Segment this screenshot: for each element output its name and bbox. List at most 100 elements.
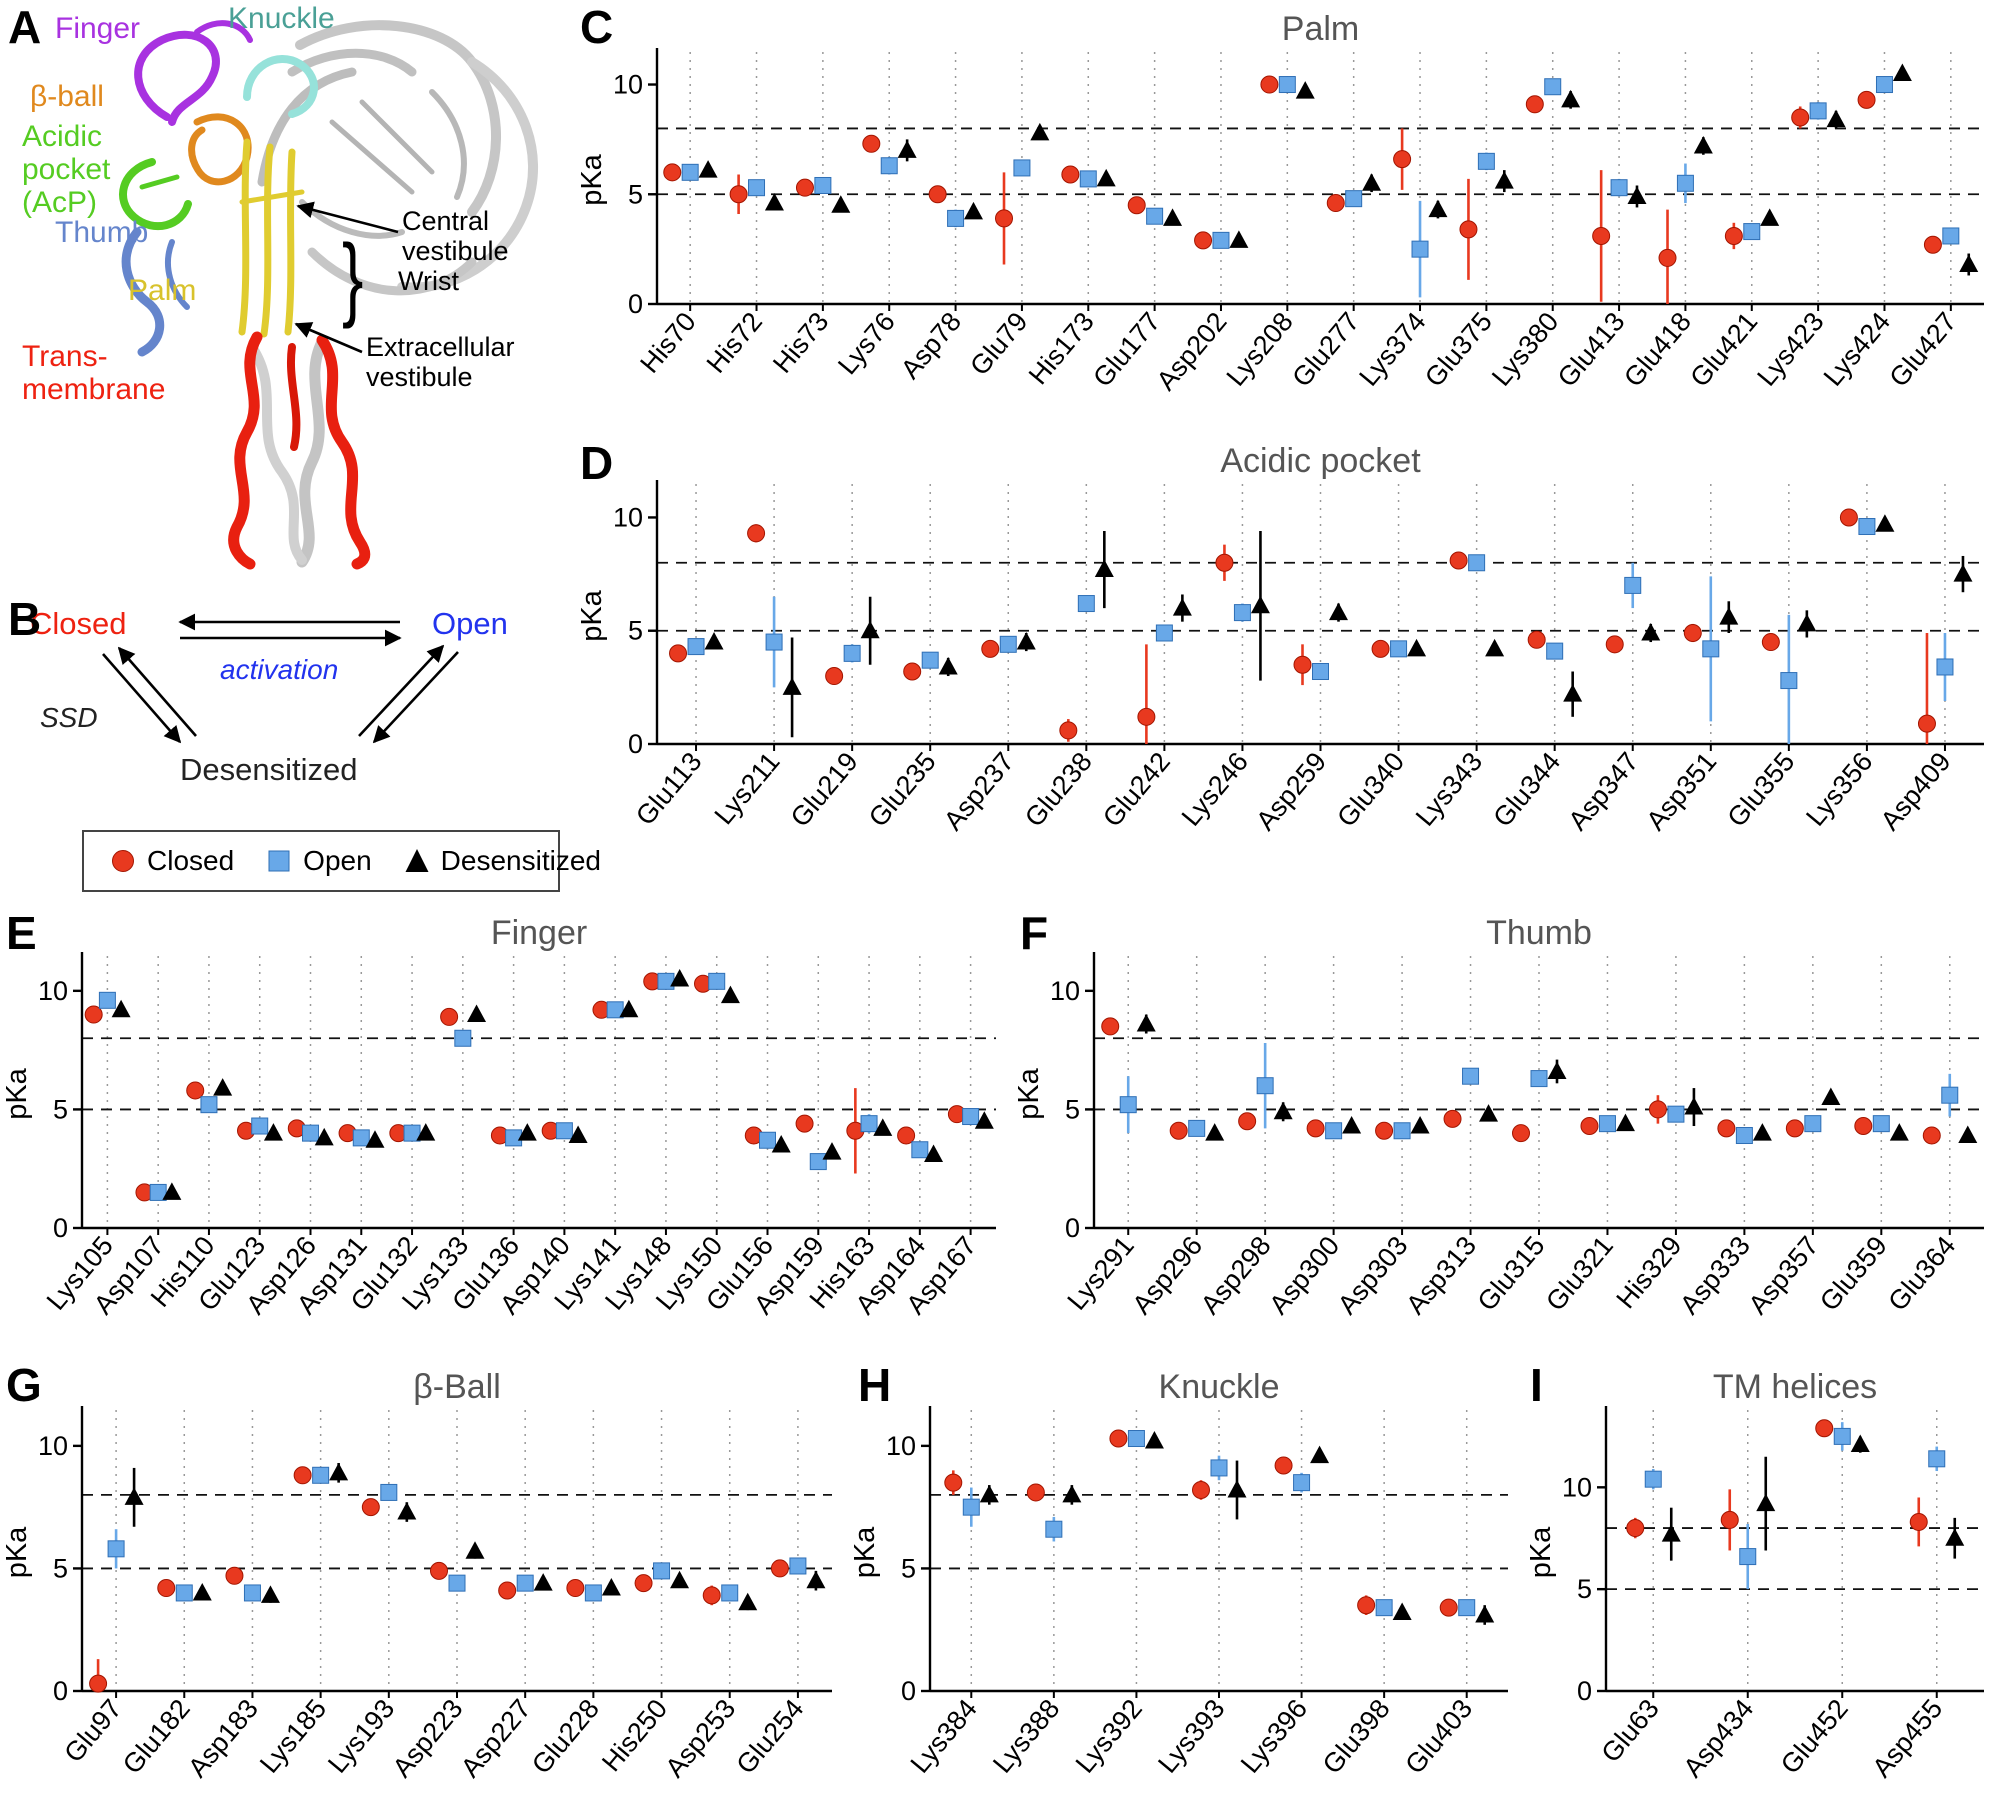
chart-title-D: Acidic pocket: [1220, 442, 1421, 480]
point-Lys208-desensitized: [1295, 81, 1315, 99]
point-Asp78-open: [947, 209, 965, 227]
point-Asp223-desensitized: [465, 1541, 485, 1559]
x-tick-label-Glu452: Glu452: [1775, 1694, 1854, 1780]
knuckle-chart: 0 5 10 Lys384 Lys388 Lys392 Lys393 Lys396 Glu398…: [848, 1358, 1524, 1819]
wrist-brace: }: [342, 224, 364, 330]
point-Glu355-closed: [1761, 633, 1780, 652]
point-Glu235-open: [921, 651, 939, 669]
series-closed: [669, 508, 1936, 740]
point-Lys133-closed: [440, 1007, 459, 1026]
point-Asp259-open: [1312, 663, 1329, 681]
point-Asp333-closed: [1717, 1119, 1736, 1138]
structure-label-beta-ball: β-ball: [30, 80, 104, 113]
point-Lys388-closed: [1026, 1483, 1045, 1502]
reference-lines: [1606, 1527, 1984, 1591]
point-Lys148-open: [657, 972, 675, 990]
x-tick-label-Lys380: Lys380: [1486, 307, 1564, 392]
point-Glu364-closed: [1922, 1126, 1941, 1145]
point-Glu364-open: [1941, 1086, 1959, 1104]
point-Asp167-open: [962, 1108, 980, 1126]
point-His163-desensitized: [873, 1118, 893, 1136]
point-Glu427-desensitized: [1959, 254, 1979, 272]
x-tick-label-Asp298: Asp298: [1195, 1231, 1277, 1320]
reference-lines: [657, 127, 1984, 196]
x-tick-label-Asp223: Asp223: [387, 1694, 469, 1783]
legend-label-closed: Closed: [147, 845, 235, 876]
x-tick-label-Lys246: Lys246: [1176, 747, 1254, 832]
point-Asp227-open: [516, 1574, 534, 1592]
extracellular-vestibule-arrow: [294, 322, 363, 354]
point-Asp126-desensitized: [314, 1127, 334, 1146]
x-tick-label-Glu219: Glu219: [785, 747, 864, 833]
point-Lys392-closed: [1109, 1429, 1128, 1448]
legend-item-closed: Closed: [108, 845, 234, 877]
point-Asp131-open: [352, 1129, 370, 1147]
point-Lys150-open: [708, 972, 726, 990]
point-Glu452-closed: [1815, 1419, 1834, 1438]
point-Lys105-closed: [84, 1005, 103, 1024]
axes: 0 5 10 Lys384 Lys388 Lys392 Lys393 Lys396 Glu398…: [886, 1406, 1508, 1780]
gridlines: [115, 1410, 799, 1691]
x-tick-label-Glu355: Glu355: [1721, 747, 1800, 833]
x-tick-label-Glu315: Glu315: [1472, 1231, 1551, 1317]
point-Asp227-closed: [498, 1581, 517, 1600]
series-open: [962, 1430, 1476, 1617]
x-tick-label-Lys374: Lys374: [1353, 307, 1431, 392]
point-Glu398-desensitized: [1392, 1602, 1412, 1621]
point-Lys380-open: [1544, 78, 1562, 96]
point-Glu315-desensitized: [1547, 1061, 1567, 1079]
point-Glu63-open: [1644, 1470, 1662, 1488]
series-open: [687, 518, 1954, 690]
point-Lys393-desensitized: [1227, 1479, 1247, 1498]
point-Lys193-closed: [361, 1498, 380, 1517]
chart-svg-C: 0510His70His72His73Lys76Asp78Glu79His173…: [576, 10, 1984, 396]
point-Asp333-desensitized: [1752, 1123, 1772, 1141]
x-tick-label-Asp347: Asp347: [1562, 747, 1644, 836]
point-Lys424-desensitized: [1892, 63, 1912, 82]
point-Lys246-open: [1233, 604, 1251, 622]
y-axis-label: pKa: [1525, 1526, 1557, 1578]
point-Glu413-closed: [1592, 226, 1611, 245]
x-tick-label-Asp259: Asp259: [1250, 747, 1332, 836]
reference-lines: [82, 1493, 832, 1570]
x-tick-label-Asp333: Asp333: [1674, 1231, 1756, 1320]
point-Glu238-desensitized: [1094, 559, 1114, 578]
y-tick-label: 0: [53, 1676, 68, 1706]
legend-item-desensitized: Desensitized: [402, 845, 601, 877]
x-tick-label-Glu375: Glu375: [1419, 307, 1498, 393]
point-Lys208-closed: [1260, 75, 1279, 94]
desensitized-triangle-icon: [402, 846, 432, 876]
chart-svg-H: 0 5 10 Lys384 Lys388 Lys392 Lys393 Lys396 Glu398…: [849, 1368, 1508, 1780]
series-desensitized: [979, 1430, 1495, 1623]
point-Asp259-closed: [1293, 655, 1312, 674]
point-Glu156-desensitized: [771, 1134, 791, 1153]
point-Lys185-closed: [293, 1466, 312, 1485]
point-His250-open: [653, 1562, 671, 1580]
point-Lys380-closed: [1525, 95, 1544, 114]
point-Glu79-desensitized: [1030, 122, 1050, 141]
point-Glu421-open: [1743, 223, 1761, 241]
central-vestibule-arrow: [296, 201, 399, 234]
point-Asp357-open: [1804, 1115, 1822, 1133]
point-Asp253-open: [721, 1584, 739, 1602]
point-Asp409-open: [1936, 658, 1954, 676]
point-Glu113-desensitized: [704, 632, 724, 650]
structure-label-finger: Finger: [55, 12, 141, 45]
point-Lys76-open: [880, 157, 898, 175]
thumb-chart: 0 5 10 Lys291 Asp296 Asp298 Asp300 Asp303 Asp313…: [1012, 904, 2000, 1356]
series-desensitized: [1136, 1014, 1978, 1144]
point-Glu418-closed: [1658, 248, 1677, 267]
point-Asp351-desensitized: [1719, 607, 1739, 625]
point-Asp159-desensitized: [822, 1142, 842, 1160]
x-tick-label-Glu238: Glu238: [1019, 747, 1098, 833]
x-tick-label-Asp300: Asp300: [1263, 1231, 1345, 1320]
structure-label-transmembrane: Trans- membrane: [22, 340, 166, 406]
point-Glu238-closed: [1059, 721, 1078, 740]
x-tick-label-Asp202: Asp202: [1151, 307, 1233, 396]
point-Glu254-desensitized: [806, 1570, 826, 1589]
point-Glu219-desensitized: [860, 620, 880, 639]
series-desensitized: [698, 63, 1979, 272]
legend-label-desensitized: Desensitized: [440, 845, 601, 876]
series-open: [1644, 1427, 1946, 1566]
point-Lys388-desensitized: [1062, 1484, 1082, 1503]
